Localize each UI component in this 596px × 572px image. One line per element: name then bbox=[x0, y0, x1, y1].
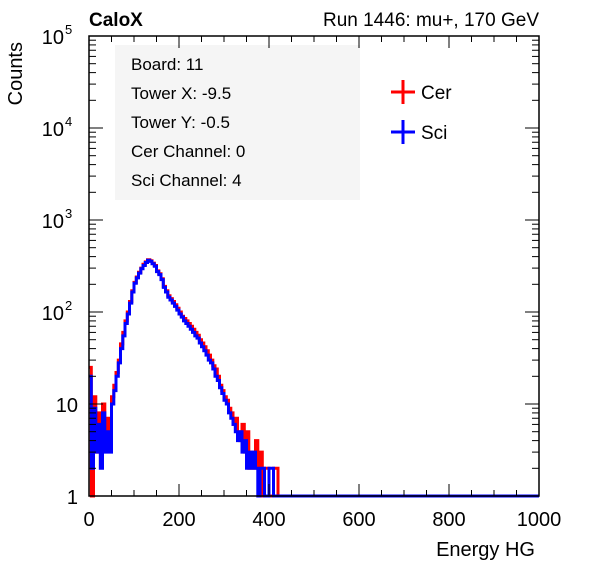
axis-ticks bbox=[88, 36, 540, 497]
series-layer bbox=[88, 258, 540, 498]
y-tick-label: 10 bbox=[42, 119, 64, 141]
x-tick-label: 0 bbox=[83, 509, 94, 531]
x-tick-label: 1000 bbox=[517, 509, 562, 531]
y-tick-exponent: 2 bbox=[65, 298, 72, 313]
y-tick-exponent: 4 bbox=[65, 114, 72, 129]
y-tick-label: 10 bbox=[56, 395, 78, 417]
legend-label: Cer bbox=[421, 83, 452, 104]
x-tick-label: 600 bbox=[342, 509, 375, 531]
legend-entry-sci: Sci bbox=[391, 120, 447, 144]
y-tick-label: 1 bbox=[67, 487, 78, 509]
y-tick-label: 10 bbox=[42, 211, 64, 233]
y-tick-label: 10 bbox=[42, 27, 64, 49]
x-tick-label: 200 bbox=[162, 509, 195, 531]
info-box-lines: Board: 11 Tower X: -9.5 Tower Y: -0.5 Cer C… bbox=[131, 55, 245, 190]
info-line: Tower X: -9.5 bbox=[131, 84, 231, 103]
x-tick-label: 400 bbox=[252, 509, 285, 531]
legend-entry-cer: Cer bbox=[391, 80, 452, 104]
y-tick-exponent: 5 bbox=[65, 22, 72, 37]
header-left-label: CaloX bbox=[89, 10, 143, 31]
info-line: Tower Y: -0.5 bbox=[131, 113, 230, 132]
info-line: Cer Channel: 0 bbox=[131, 142, 245, 161]
info-line: Board: 11 bbox=[131, 55, 203, 74]
info-line: Sci Channel: 4 bbox=[131, 171, 242, 190]
x-axis-label: Energy HG bbox=[436, 539, 535, 561]
info-box bbox=[115, 45, 360, 200]
legend: Cer Sci bbox=[391, 80, 452, 144]
y-tick-label: 10 bbox=[42, 303, 64, 325]
y-axis-label: Counts bbox=[5, 42, 27, 105]
legend-label: Sci bbox=[421, 123, 447, 144]
x-tick-label: 800 bbox=[432, 509, 465, 531]
header-right-label: Run 1446: mu+, 170 GeV bbox=[323, 10, 539, 31]
y-tick-exponent: 3 bbox=[65, 206, 72, 221]
